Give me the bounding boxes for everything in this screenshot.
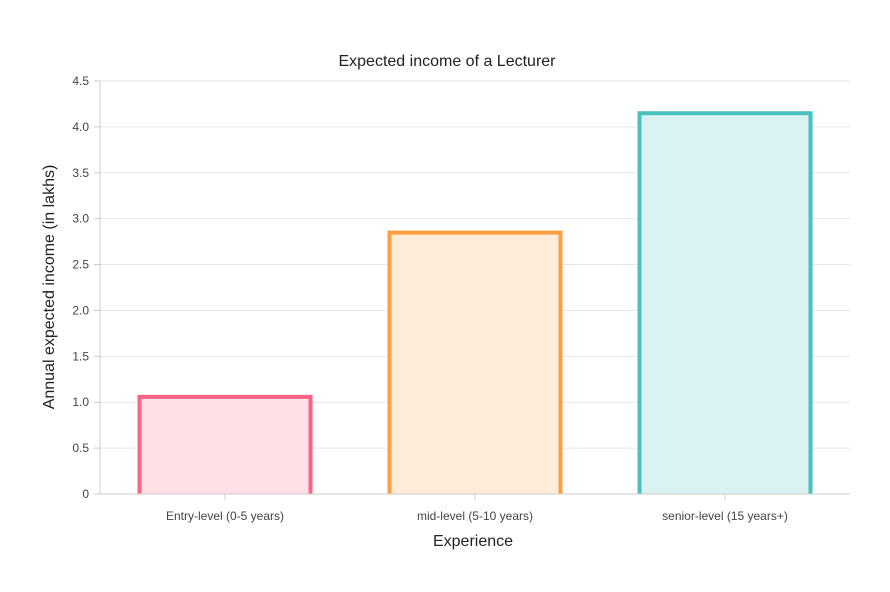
x-axis-categories: Entry-level (0-5 years) mid-level (5-10 y…: [166, 494, 788, 523]
x-category-label: senior-level (15 years+): [662, 509, 788, 523]
y-axis-label: Annual expected income (in lakhs): [41, 165, 58, 410]
y-tick-label: 4.0: [72, 120, 89, 134]
y-tick-label: 2.0: [72, 303, 89, 317]
bar-border: [387, 230, 563, 494]
bar[interactable]: [637, 111, 813, 494]
y-tick-label: 0: [82, 487, 89, 501]
chart-title: Expected income of a Lecturer: [338, 53, 556, 70]
y-tick-label: 1.0: [72, 395, 89, 409]
bar-border: [637, 111, 813, 494]
y-tick-label: 2.5: [72, 258, 89, 272]
x-category-label: mid-level (5-10 years): [417, 509, 533, 523]
y-tick-label: 3.5: [72, 166, 89, 180]
y-axis-ticks: 0 0.5 1.0 1.5 2.0 2.5 3.0 3.5 4.0 4.5: [72, 74, 100, 501]
x-axis-label: Experience: [433, 533, 513, 550]
y-tick-label: 4.5: [72, 74, 89, 88]
bar-border: [137, 394, 313, 494]
bar[interactable]: [387, 230, 563, 494]
y-tick-label: 1.5: [72, 349, 89, 363]
y-tick-label: 0.5: [72, 441, 89, 455]
bar[interactable]: [137, 394, 313, 494]
x-category-label: Entry-level (0-5 years): [166, 509, 284, 523]
bars: [137, 111, 813, 494]
y-tick-label: 3.0: [72, 212, 89, 226]
